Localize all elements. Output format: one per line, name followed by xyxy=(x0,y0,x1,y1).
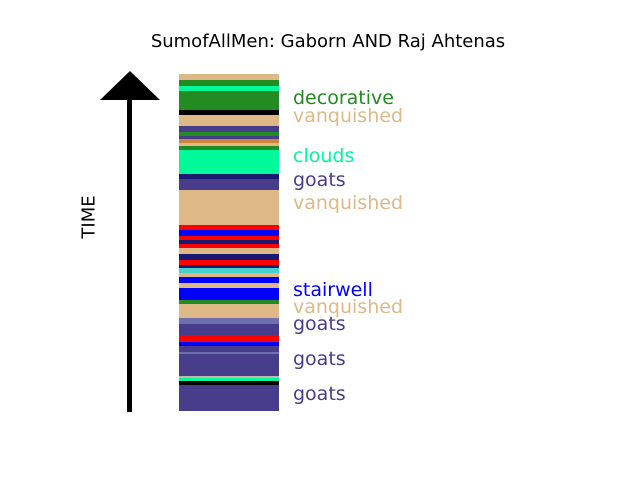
timeline-band xyxy=(179,244,279,248)
timeline-band xyxy=(179,376,279,378)
timeline-label: vanquished xyxy=(293,296,404,318)
timeline-label: goats xyxy=(293,348,346,370)
timeline-band xyxy=(179,174,279,179)
timeline-label: goats xyxy=(293,383,346,405)
timeline-label: goats xyxy=(293,169,346,191)
timeline-band xyxy=(179,139,279,143)
timeline-band xyxy=(179,304,279,318)
timeline-label: decorative xyxy=(293,87,394,109)
timeline-band xyxy=(179,143,279,146)
timeline-band xyxy=(179,150,279,174)
timeline-band xyxy=(179,254,279,260)
timeline-band xyxy=(179,225,279,230)
timeline-band xyxy=(179,354,279,376)
timeline-band xyxy=(179,136,279,139)
time-arrow-shaft xyxy=(127,96,132,412)
timeline-band xyxy=(179,74,279,80)
timeline-band xyxy=(179,283,279,288)
timeline-label: vanquished xyxy=(293,192,404,214)
timeline-band xyxy=(179,385,279,411)
timeline-band xyxy=(179,381,279,385)
timeline-band xyxy=(179,352,279,354)
timeline-band xyxy=(179,335,279,342)
timeline-label: clouds xyxy=(293,145,355,167)
timeline-band xyxy=(179,273,279,277)
timeline-band xyxy=(179,86,279,91)
page-title: SumofAllMen: Gaborn AND Raj Ahtenas xyxy=(150,31,506,52)
timeline-band xyxy=(179,378,279,381)
timeline-band xyxy=(179,236,279,240)
timeline-band xyxy=(179,268,279,273)
timeline-bar xyxy=(179,74,279,411)
timeline-band xyxy=(179,342,279,346)
timeline-band xyxy=(179,91,279,110)
timeline-band xyxy=(179,190,279,225)
timeline-band xyxy=(179,80,279,86)
timeline-band xyxy=(179,240,279,244)
timeline-band xyxy=(179,110,279,115)
timeline-band xyxy=(179,346,279,352)
timeline-band xyxy=(179,300,279,304)
timeline-band xyxy=(179,132,279,136)
timeline-label: vanquished xyxy=(293,105,404,127)
timeline-band xyxy=(179,248,279,254)
timeline-band xyxy=(179,324,279,335)
timeline-band xyxy=(179,260,279,265)
timeline-band xyxy=(179,115,279,126)
timeline-label: goats xyxy=(293,313,346,335)
timeline-band xyxy=(179,277,279,283)
timeline-label: stairwell xyxy=(293,279,373,301)
timeline-band xyxy=(179,146,279,150)
time-axis-label: TIME xyxy=(78,195,100,239)
timeline-band xyxy=(179,179,279,190)
timeline-band xyxy=(179,126,279,132)
timeline-band xyxy=(179,265,279,268)
timeline-band xyxy=(179,318,279,324)
timeline-band xyxy=(179,230,279,236)
time-arrow-head-icon xyxy=(100,71,160,100)
timeline-band xyxy=(179,288,279,300)
